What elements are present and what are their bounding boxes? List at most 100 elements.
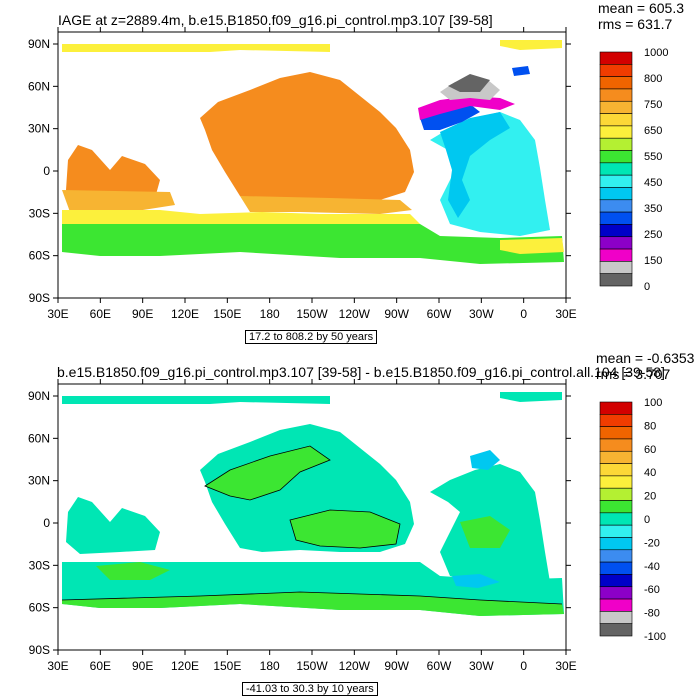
panel2-colorbar-swatch <box>599 512 633 526</box>
panel2-colorbar-swatch <box>599 574 633 588</box>
panel1-colorbar-swatch <box>599 211 633 225</box>
panel2-lon-label: 30E <box>555 659 576 673</box>
panel1-range-label: 17.2 to 808.2 by 50 years <box>245 330 378 344</box>
panel2-lat-label: 90N <box>28 389 50 403</box>
panel1-arctic-band <box>62 44 330 52</box>
panel2-lon-label: 90W <box>384 659 409 673</box>
panel1-lon-label: 120W <box>339 307 371 321</box>
panel1-colorbar-swatch <box>599 137 633 151</box>
panel1-colorbar-swatch <box>599 162 633 176</box>
panel1-lat-label: 60N <box>28 79 50 93</box>
panel2-colorbar-swatch <box>599 500 633 514</box>
panel1-colorbar-swatch <box>599 261 633 274</box>
panel2-lat-label: 90S <box>29 643 50 657</box>
panel2-arctic-band-east <box>500 392 562 402</box>
panel1-colorbar-label: 750 <box>644 99 662 111</box>
panel2-colorbar-label: 20 <box>644 491 656 503</box>
panel1-colorbar-swatch <box>599 100 633 114</box>
panel1-rms: rms = 631.7 <box>598 16 673 32</box>
panel1-lon-label: 90W <box>384 307 409 321</box>
panel2-colorbar-swatch <box>599 450 633 464</box>
panel2-green-northpacific <box>205 446 330 500</box>
panel2-colorbar-label: -100 <box>644 631 666 643</box>
panel1-lon-label: 180 <box>260 307 280 321</box>
panel1-lat-label: 90S <box>29 291 50 305</box>
panel2-map <box>58 384 566 650</box>
panel1-colorbar-label: 650 <box>644 125 662 137</box>
panel1-lon-label: 150W <box>296 307 328 321</box>
panel1-southern-yellow <box>62 210 420 226</box>
panel1-lon-label: 60W <box>427 307 452 321</box>
panel2-colorbar-label: 40 <box>644 467 656 479</box>
panel2-colorbar-label: -40 <box>644 561 660 573</box>
panel1-map <box>58 32 566 298</box>
panel2-colorbar-swatch <box>599 487 633 501</box>
panel2-contour-north <box>204 445 331 501</box>
panel1-lat-label: 30N <box>28 122 50 136</box>
panel2-colorbar-label: 100 <box>644 397 662 409</box>
panel1-colorbar-swatch <box>599 150 633 164</box>
panel1-arctic-band-east <box>500 40 562 50</box>
panel2-colorbar-label: -20 <box>644 537 660 549</box>
panel1-indian-basin <box>66 145 160 202</box>
panel2-lon-label: 180 <box>260 659 280 673</box>
panel1-colorbar: 1000 800 750 650 550 450 350 250 150 0 <box>599 47 668 293</box>
panel2-colorbar-swatch <box>599 426 633 440</box>
panel2-lat-label: 30S <box>29 558 50 572</box>
panel2-colorbar-swatch <box>599 586 633 600</box>
panel2-arctic-band <box>62 396 330 404</box>
panel2-lon-label: 0 <box>520 659 527 673</box>
panel1-title: IAGE at z=2889.4m, b.e15.B1850.f09_g16.p… <box>58 12 493 28</box>
panel1-colorbar-label: 250 <box>644 229 662 241</box>
panel1-lon-label: 150E <box>213 307 241 321</box>
panel2-lat-label: 60S <box>29 601 50 615</box>
panel2-colorbar-swatch <box>599 537 633 551</box>
panel1-colorbar-swatch <box>599 88 633 102</box>
panel1-colorbar-label: 1000 <box>644 47 668 59</box>
panel2-lon-label: 30W <box>469 659 494 673</box>
panel1-lon-label: 60E <box>90 307 111 321</box>
panel2-lat-label: 30N <box>28 474 50 488</box>
panel2-lon-label: 30E <box>47 659 68 673</box>
panel2-lat-axis: 90N 60N 30N 0 30S 60S 90S <box>28 389 571 657</box>
panel1-colorbar-label: 150 <box>644 255 662 267</box>
panel2-indian-basin <box>66 497 160 554</box>
panel2-rms: rms = 3.707 <box>596 366 671 382</box>
panel2-contour-eq <box>289 509 401 549</box>
panel1-labrador-blue <box>512 66 530 76</box>
panel2-title: b.e15.B1850.f09_g16.pi_control.mp3.107 [… <box>57 364 665 380</box>
panel2-colorbar-swatch <box>599 438 633 452</box>
panel2-lon-label: 60W <box>427 659 452 673</box>
panel1-southern-green <box>62 224 564 264</box>
panel2-lon-label: 90E <box>132 659 153 673</box>
panel1-pacific-light <box>240 196 412 214</box>
panel1-colorbar-swatch <box>599 113 633 127</box>
panel1-colorbar-swatch <box>599 187 633 201</box>
panel1-lat-label: 0 <box>43 164 50 178</box>
panel1-colorbar-swatch <box>599 76 633 90</box>
panel1-atlantic-blue <box>440 112 510 218</box>
panel1-colorbar-swatch <box>599 51 633 65</box>
panel2-lon-axis: 30E 60E 90E 120E 150E 180 150W 120W 90W 60W 30W 0 30… <box>47 379 577 673</box>
panel1-lon-label: 120E <box>171 307 199 321</box>
panel1-lat-label: 30S <box>29 206 50 220</box>
panel2-colorbar-label: 0 <box>644 514 650 526</box>
panel1-nordic-darkgray <box>448 74 490 92</box>
panel1-colorbar-swatch <box>599 199 633 213</box>
panel2-lat-label: 60N <box>28 431 50 445</box>
panel2-colorbar-swatch <box>599 414 633 427</box>
panel2-colorbar-label: 80 <box>644 420 656 432</box>
panel2-range-label: -41.03 to 30.3 by 10 years <box>242 682 378 696</box>
panel1-atlantic-deepblue <box>420 104 480 130</box>
panel1-colorbar-swatch <box>599 125 633 139</box>
panel1-lon-label: 30W <box>469 307 494 321</box>
panel1-colorbar-swatch <box>599 64 633 77</box>
panel2-colorbar-swatch <box>599 623 633 637</box>
panel1-colorbar-swatch <box>599 174 633 188</box>
panel2-colorbar-swatch <box>599 463 633 477</box>
panel1-pacific-basin <box>200 72 414 200</box>
panel1-lon-label: 0 <box>520 307 527 321</box>
panel2-colorbar-swatch <box>599 524 633 538</box>
panel2-colorbar-swatch <box>599 475 633 489</box>
panel1-colorbar-swatch <box>599 273 633 287</box>
